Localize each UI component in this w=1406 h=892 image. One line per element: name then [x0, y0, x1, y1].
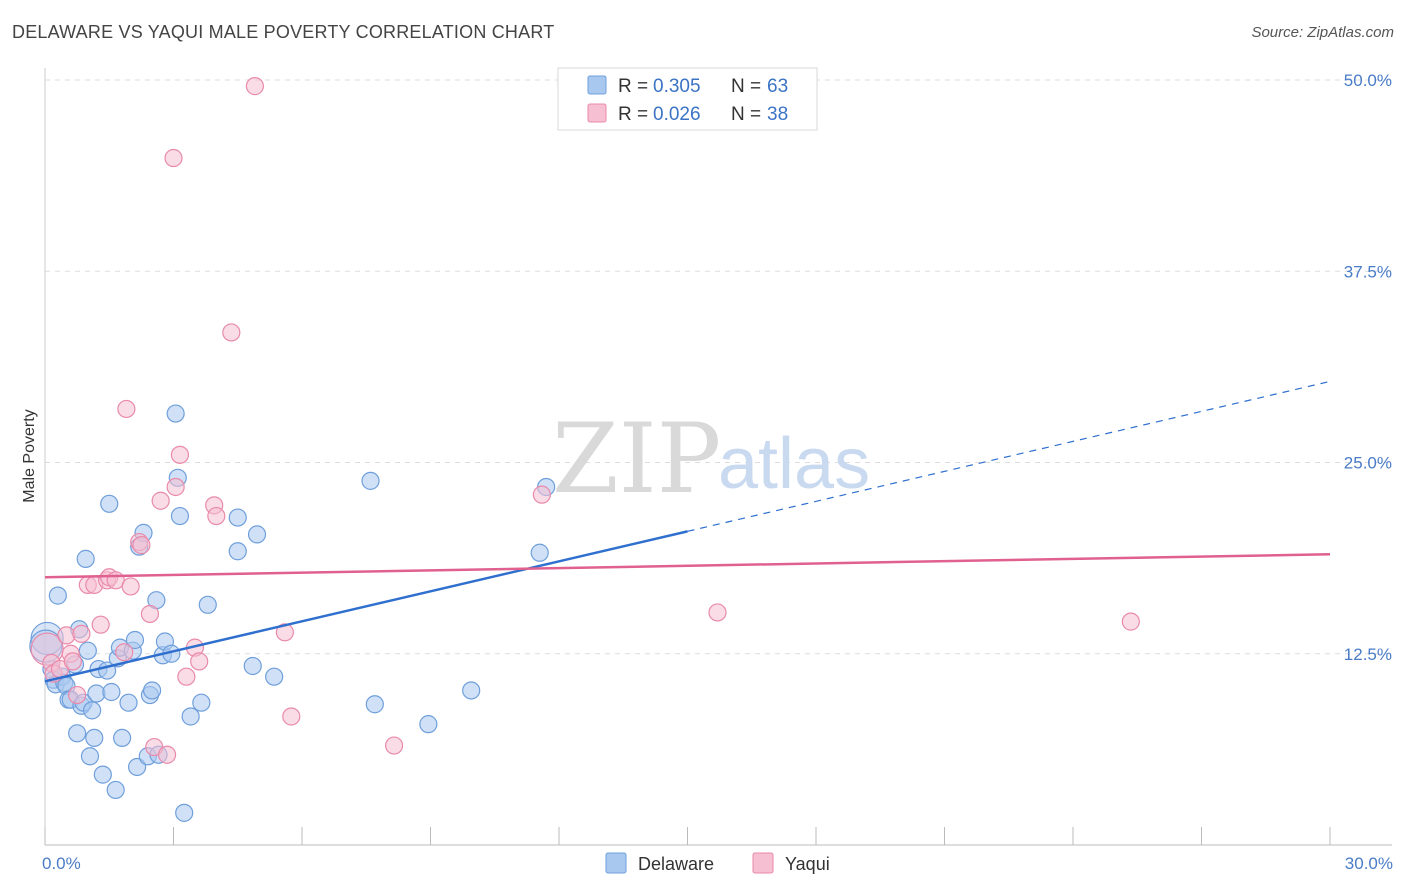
yaqui-point-8: [72, 624, 91, 643]
axes: [44, 68, 1392, 846]
y-tick-label-2: 37.5%: [1344, 262, 1392, 281]
data-points: [29, 77, 1140, 822]
legend-n-value-yaqui: 38: [767, 104, 788, 125]
yaqui-point-27: [177, 667, 196, 686]
yaqui-point-6: [63, 652, 82, 671]
delaware-point-57: [365, 695, 384, 714]
legend-r-value-delaware: 0.305: [653, 76, 701, 97]
delaware-point-29: [112, 728, 132, 748]
legend-n-label-delaware: N =: [731, 76, 761, 97]
delaware-point-17: [80, 747, 100, 766]
legend-swatch-delaware: [587, 75, 607, 95]
delaware-point-33: [127, 757, 147, 777]
legend-r-value-yaqui: 0.026: [653, 104, 701, 125]
tick-labels: 12.5% 25.0% 37.5% 50.0% 0.0% 30.0%: [42, 71, 1393, 873]
delaware-point-58: [419, 715, 438, 734]
delaware-trend-line-extension: [687, 380, 1331, 532]
series-legend-label-delaware: Delaware: [638, 854, 714, 874]
yaqui-point-7: [68, 685, 87, 705]
yaqui-point-11: [91, 615, 110, 634]
delaware-point-38: [142, 681, 162, 700]
y-tick-label-3: 50.0%: [1344, 71, 1392, 90]
yaqui-point-39: [1121, 612, 1140, 631]
series-legend-swatch-yaqui: [752, 852, 774, 874]
yaqui-point-26: [170, 445, 190, 464]
yaqui-point-33: [245, 77, 264, 96]
yaqui-point-15: [115, 643, 134, 662]
yaqui-point-37: [532, 485, 551, 504]
delaware-point-30: [119, 693, 138, 712]
yaqui-point-20: [140, 604, 160, 624]
delaware-point-56: [361, 471, 380, 490]
legend-n-label-yaqui: N =: [731, 104, 761, 125]
delaware-point-50: [198, 595, 217, 614]
yaqui-point-17: [121, 577, 140, 596]
delaware-point-60: [530, 543, 549, 562]
delaware-point-46: [170, 506, 190, 526]
delaware-point-44: [166, 404, 185, 423]
delaware-point-26: [106, 780, 125, 800]
yaqui-trend-line: [44, 553, 1331, 579]
legend-r-label-delaware: R =: [618, 76, 648, 97]
delaware-point-54: [247, 525, 267, 544]
yaqui-point-38: [708, 603, 727, 622]
yaqui-point-24: [164, 148, 183, 168]
legend-r-label-yaqui: R =: [618, 104, 648, 125]
yaqui-point-23: [157, 745, 177, 764]
delaware-point-32: [125, 630, 145, 650]
delaware-point-49: [192, 693, 211, 712]
yaqui-point-36: [384, 736, 404, 755]
yaqui-point-29: [190, 652, 209, 671]
delaware-point-19: [85, 728, 104, 748]
legend-n-value-delaware: 63: [767, 76, 788, 97]
yaqui-point-31: [207, 506, 226, 526]
y-tick-label-0: 12.5%: [1344, 645, 1392, 664]
delaware-point-25: [102, 682, 121, 702]
watermark-atlas: atlas: [718, 424, 870, 504]
series-legend-swatch-delaware: [605, 852, 627, 874]
yaqui-point-35: [282, 707, 301, 726]
delaware-point-18: [83, 701, 102, 720]
yaqui-point-34: [275, 623, 294, 642]
x-tick-label-0: 0.0%: [42, 854, 81, 873]
yaqui-point-16: [117, 399, 136, 419]
delaware-trend-line: [44, 530, 688, 683]
trend-lines: [44, 380, 1331, 683]
yaqui-point-4: [57, 626, 76, 645]
delaware-point-47: [175, 803, 194, 822]
yaqui-point-32: [222, 323, 241, 342]
legend-swatch-yaqui: [587, 103, 607, 123]
delaware-point-59: [462, 681, 481, 700]
delaware-point-11: [68, 724, 87, 743]
x-tick-label-1: 30.0%: [1345, 854, 1393, 873]
delaware-point-22: [93, 765, 112, 784]
delaware-point-53: [243, 656, 262, 676]
delaware-point-24: [100, 494, 119, 513]
watermark-zip: ZIP: [552, 403, 721, 515]
y-tick-label-1: 25.0%: [1344, 454, 1392, 473]
delaware-point-20: [87, 684, 106, 703]
chart-title: DELAWARE VS YAQUI MALE POVERTY CORRELATI…: [12, 22, 555, 42]
series-legend-label-yaqui: Yaqui: [785, 854, 830, 874]
y-axis-label: Male Poverty: [21, 409, 38, 502]
source-label: Source: ZipAtlas.com: [1251, 24, 1394, 41]
delaware-point-52: [228, 542, 247, 561]
delaware-point-51: [228, 508, 247, 527]
series-legend: Delaware Yaqui: [605, 852, 830, 874]
delaware-point-15: [76, 549, 95, 568]
grid-lines: [45, 79, 1392, 655]
yaqui-point-22: [151, 491, 170, 510]
delaware-point-16: [78, 641, 97, 660]
delaware-point-55: [265, 667, 284, 686]
legend: R = 0.305 N = 63 R = 0.026 N = 38: [557, 67, 818, 131]
watermark: ZIP atlas: [552, 403, 870, 515]
delaware-point-48: [181, 707, 200, 726]
delaware-point-4: [48, 586, 67, 605]
yaqui-point-25: [166, 477, 185, 497]
yaqui-point-19: [132, 536, 151, 555]
